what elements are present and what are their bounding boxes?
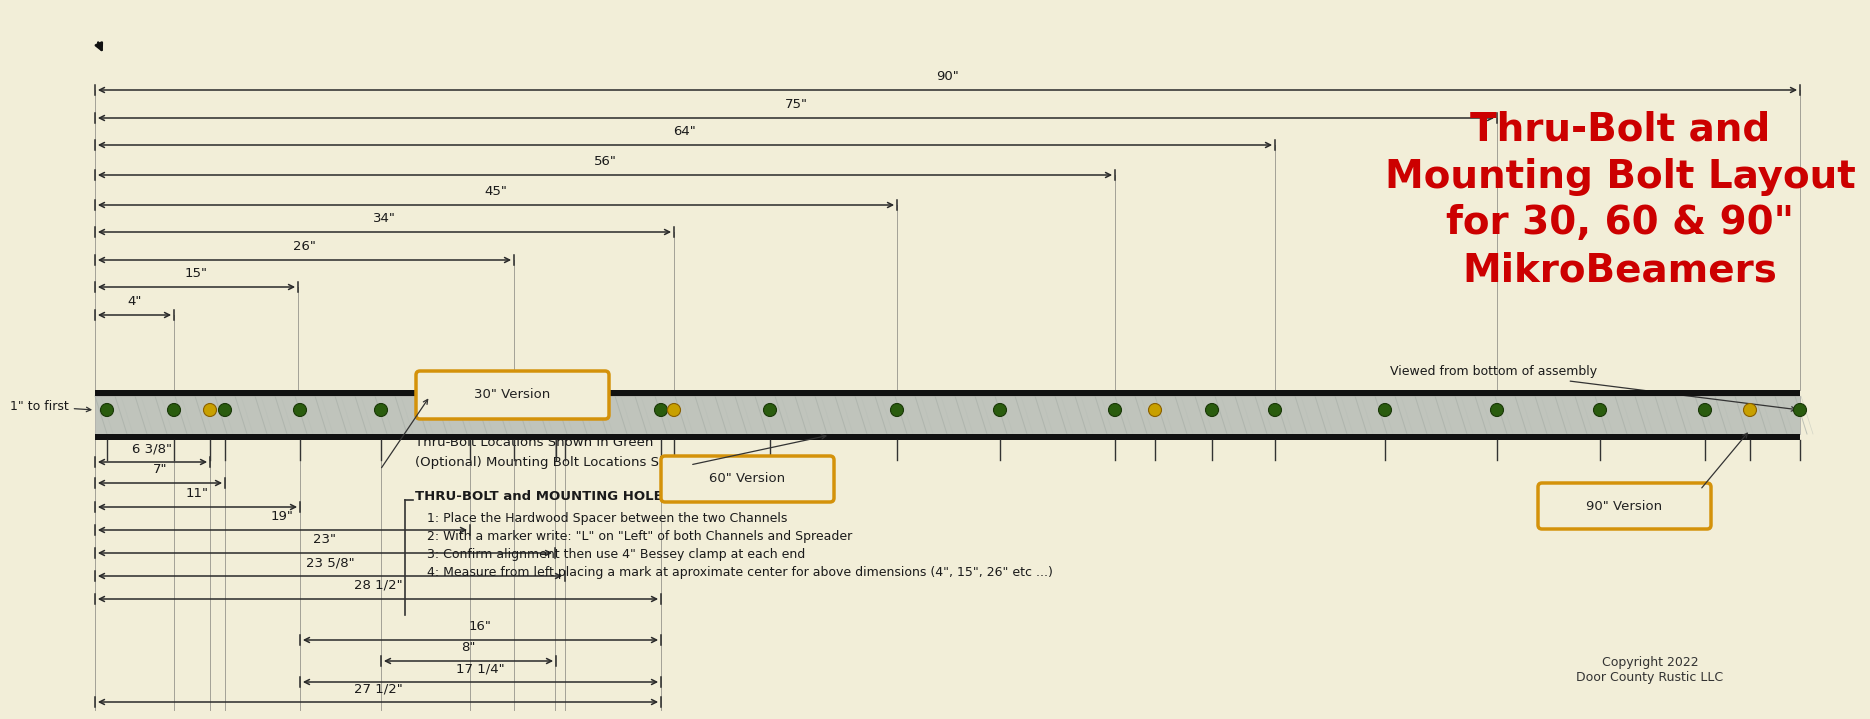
Text: 23": 23" — [314, 533, 337, 546]
Circle shape — [1109, 403, 1122, 416]
Circle shape — [507, 403, 520, 416]
Text: 8": 8" — [462, 641, 475, 654]
Text: 60" Version: 60" Version — [709, 472, 785, 485]
Text: 34": 34" — [372, 212, 396, 225]
Circle shape — [1743, 403, 1756, 416]
Text: THRU-BOLT and MOUNTING HOLE LAYOUT: THRU-BOLT and MOUNTING HOLE LAYOUT — [415, 490, 726, 503]
Text: 23 5/8": 23 5/8" — [305, 556, 353, 569]
Text: 64": 64" — [673, 125, 696, 138]
Circle shape — [668, 403, 681, 416]
Text: 28 1/2": 28 1/2" — [353, 579, 402, 592]
Text: 17 1/4": 17 1/4" — [456, 662, 505, 675]
Circle shape — [374, 403, 387, 416]
Text: 15": 15" — [185, 267, 208, 280]
Text: 45": 45" — [484, 185, 507, 198]
Circle shape — [559, 403, 572, 416]
Text: 11": 11" — [185, 487, 209, 500]
Text: 1: Place the Hardwood Spacer between the two Channels: 1: Place the Hardwood Spacer between the… — [426, 512, 787, 525]
Text: 27 1/2": 27 1/2" — [353, 682, 402, 695]
FancyBboxPatch shape — [415, 371, 610, 419]
Text: 4: Measure from left placing a mark at aproximate center for above dimensions (4: 4: Measure from left placing a mark at a… — [426, 566, 1053, 579]
Circle shape — [1148, 403, 1161, 416]
Circle shape — [204, 403, 217, 416]
FancyBboxPatch shape — [1537, 483, 1711, 529]
Circle shape — [1698, 403, 1711, 416]
Circle shape — [1490, 403, 1503, 416]
Text: 26": 26" — [294, 240, 316, 253]
Text: 2: With a marker write: "L" on "Left" of both Channels and Spreader: 2: With a marker write: "L" on "Left" of… — [426, 530, 853, 543]
Text: 19": 19" — [271, 510, 294, 523]
Circle shape — [654, 403, 668, 416]
Text: Viewed from bottom of assembly: Viewed from bottom of assembly — [1389, 365, 1795, 411]
Bar — [95, 396, 1801, 434]
Text: Thru-Bolt and
Mounting Bolt Layout
for 30, 60 & 90"
MikroBeamers: Thru-Bolt and Mounting Bolt Layout for 3… — [1384, 111, 1855, 290]
Text: 6 3/8": 6 3/8" — [133, 442, 172, 455]
Text: 7": 7" — [153, 463, 166, 476]
Bar — [95, 434, 1801, 440]
Text: 56": 56" — [593, 155, 617, 168]
Text: 90": 90" — [937, 70, 959, 83]
Text: 1" to first: 1" to first — [9, 400, 92, 413]
Circle shape — [763, 403, 776, 416]
Text: (Optional) Mounting Bolt Locations Shown in Yellow: (Optional) Mounting Bolt Locations Shown… — [415, 456, 757, 469]
Circle shape — [1206, 403, 1219, 416]
Text: 3: Confirm alignment then use 4" Bessey clamp at each end: 3: Confirm alignment then use 4" Bessey … — [426, 548, 806, 561]
Circle shape — [1593, 403, 1606, 416]
Text: Thru-Bolt Locations Shown in Green: Thru-Bolt Locations Shown in Green — [415, 436, 653, 449]
Circle shape — [1268, 403, 1281, 416]
Circle shape — [993, 403, 1006, 416]
Circle shape — [890, 403, 903, 416]
Bar — [95, 390, 1801, 396]
Circle shape — [464, 403, 477, 416]
Circle shape — [168, 403, 181, 416]
Text: Copyright 2022
Door County Rustic LLC: Copyright 2022 Door County Rustic LLC — [1576, 656, 1724, 684]
FancyBboxPatch shape — [660, 456, 834, 502]
Circle shape — [1793, 403, 1806, 416]
Text: 4": 4" — [127, 295, 142, 308]
Text: 75": 75" — [785, 98, 808, 111]
Circle shape — [294, 403, 307, 416]
Text: 30" Version: 30" Version — [475, 388, 550, 401]
Text: 90" Version: 90" Version — [1586, 500, 1662, 513]
Circle shape — [101, 403, 114, 416]
Circle shape — [1378, 403, 1391, 416]
Text: 16": 16" — [469, 620, 492, 633]
Circle shape — [550, 403, 563, 416]
Circle shape — [219, 403, 232, 416]
